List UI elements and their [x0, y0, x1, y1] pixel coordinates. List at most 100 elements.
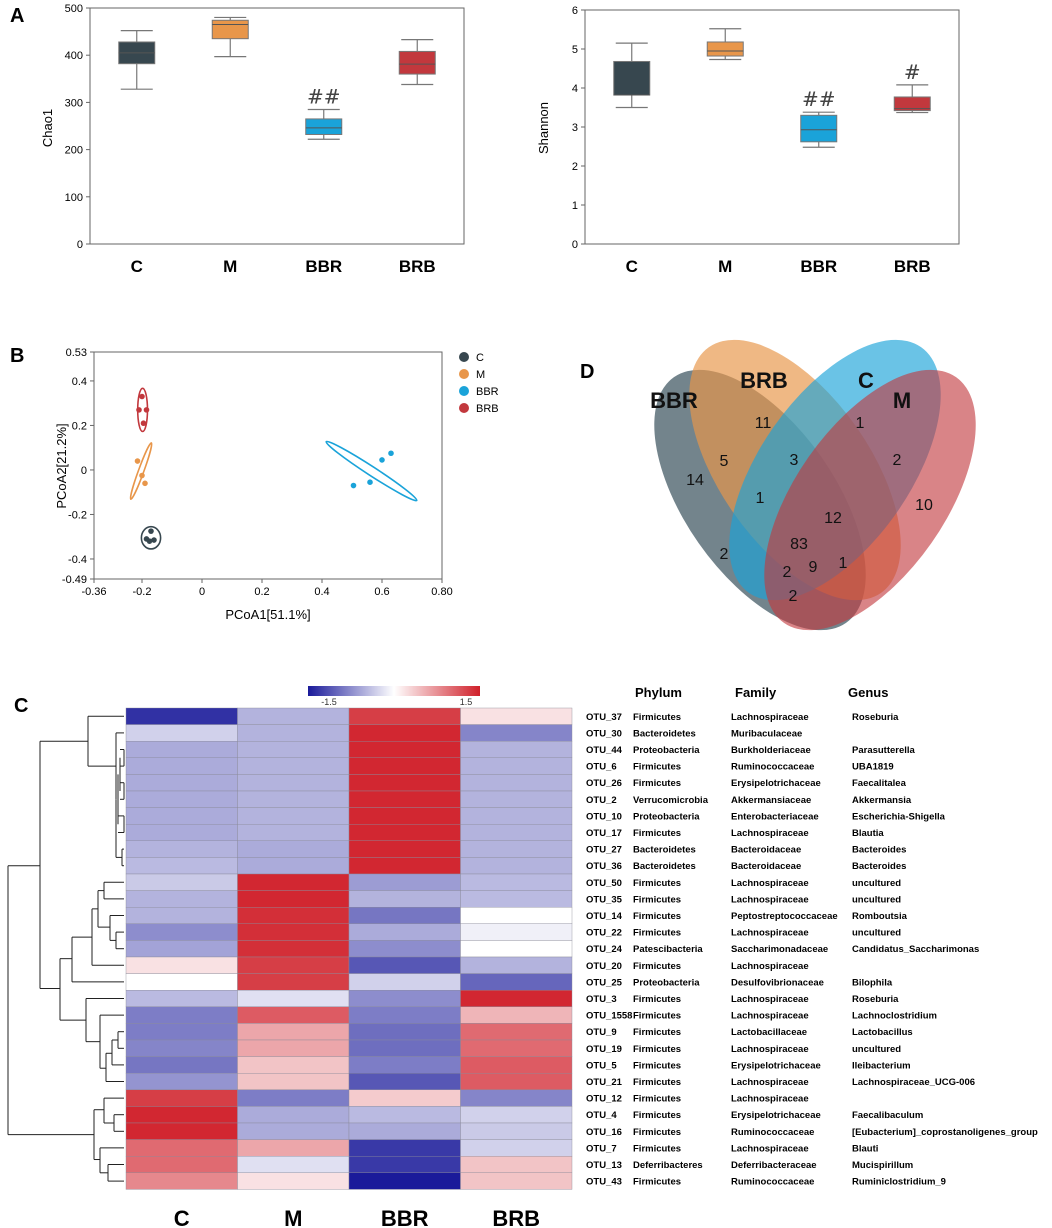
pcoa-y-tick-label: 0: [81, 465, 87, 477]
shannon-box-brb: [893, 96, 931, 112]
heatmap-otu-label: OTU_9: [586, 1027, 617, 1038]
heatmap-phylum-label: Verrucomicrobia: [633, 795, 709, 806]
heatmap-cell: [348, 1006, 461, 1024]
heatmap-genus-label: uncultured: [852, 928, 901, 939]
heatmap-cell: [460, 1072, 573, 1090]
pcoa-point-brb: [139, 393, 145, 400]
heatmap-phylum-label: Bacteroidetes: [633, 861, 696, 872]
heatmap-family-label: Deferribacteraceae: [731, 1160, 817, 1171]
pcoa-y-tick-label: 0.4: [72, 376, 87, 388]
heatmap-phylum-label: Firmicutes: [633, 1027, 681, 1038]
heatmap-phylum-label: Firmicutes: [633, 894, 681, 905]
pcoa-point-brb: [140, 420, 147, 427]
heatmap-cell: [348, 940, 461, 958]
heatmap-otu-label: OTU_5: [586, 1060, 617, 1071]
venn-region-count: 3: [790, 452, 799, 469]
venn-region-count: 12: [824, 510, 842, 527]
heatmap-cell: [237, 907, 350, 925]
heatmap-cell: [348, 1023, 461, 1041]
heatmap-cell: [237, 1039, 350, 1057]
heatmap-phylum-label: Firmicutes: [633, 1060, 681, 1071]
heatmap-cell: [348, 1072, 461, 1090]
heatmap-cell: [125, 1039, 238, 1057]
heatmap-column-label: BBR: [381, 1206, 429, 1228]
heatmap-family-label: Lachnospiraceae: [731, 878, 809, 889]
heatmap-cell: [460, 790, 573, 808]
heatmap-phylum-label: Bacteroidetes: [633, 845, 696, 856]
chao1-box-m: [211, 19, 249, 40]
pcoa-point-c: [146, 538, 153, 544]
heatmap-column-label: C: [174, 1206, 190, 1228]
venn-label-m: M: [893, 388, 911, 413]
shannon-y-axis-label: Shannon: [536, 102, 551, 154]
heatmap-cell: [237, 1122, 350, 1140]
chao1-y-axis-label: Chao1: [40, 109, 55, 147]
panel-letter-d: D: [580, 361, 594, 383]
heatmap-cell: [348, 857, 461, 875]
pcoa-y-tick-label: 0.53: [66, 347, 87, 359]
heatmap-phylum-label: Firmicutes: [633, 1177, 681, 1188]
heatmap-otu-label: OTU_12: [586, 1094, 622, 1105]
chao1-plot-frame: [89, 7, 465, 245]
heatmap-cell: [460, 1155, 573, 1173]
heatmap-cell: [125, 1172, 238, 1190]
heatmap-genus-label: Blautia: [852, 828, 884, 839]
heatmap-cell: [348, 707, 461, 725]
heatmap-family-label: Lachnospiraceae: [731, 712, 809, 723]
pcoa-point-bbr: [367, 479, 373, 485]
color-scale-min-label: -1.5: [321, 697, 337, 707]
heatmap-phylum-label: Bacteroidetes: [633, 728, 696, 739]
pcoa-y-tick-label: -0.2: [68, 509, 87, 521]
heatmap-family-label: Saccharimonadaceae: [731, 944, 828, 955]
heatmap-cell: [348, 873, 461, 891]
venn-diagram: BBR BRB C M 14 11 1 10 5 3 2 1 12 2 83 2…: [650, 339, 976, 631]
heatmap-phylum-label: Firmicutes: [633, 712, 681, 723]
heatmap-phylum-label: Firmicutes: [633, 1094, 681, 1105]
heatmap-cell: [348, 1172, 461, 1190]
heatmap-cell: [125, 923, 238, 941]
venn-region-count: 83: [790, 536, 808, 553]
heatmap-cell: [125, 1006, 238, 1024]
heatmap-cell: [348, 907, 461, 925]
legend-swatch-c: [459, 352, 469, 362]
heatmap-cell: [348, 1155, 461, 1173]
heatmap-phylum-label: Firmicutes: [633, 1143, 681, 1154]
heatmap-genus-label: [Eubacterium]_coprostanoligenes_group: [852, 1127, 1038, 1138]
pcoa-point-m: [142, 480, 148, 487]
heatmap-phylum-label: Firmicutes: [633, 994, 681, 1005]
heatmap-family-label: Peptostreptococcaceae: [731, 911, 838, 922]
heatmap-phylum-label: Proteobacteria: [633, 811, 700, 822]
heatmap-phylum-label: Firmicutes: [633, 778, 681, 789]
heatmap-otu-label: OTU_7: [586, 1143, 617, 1154]
chao1-category-label: BRB: [399, 257, 436, 276]
heatmap-cell: [125, 973, 238, 991]
heatmap-cell: [348, 790, 461, 808]
heatmap-genus-label: Roseburia: [852, 994, 899, 1005]
heatmap-family-label: Burkholderiaceae: [731, 745, 811, 756]
heatmap-phylum-label: Firmicutes: [633, 911, 681, 922]
heatmap-cell: [125, 1155, 238, 1173]
heatmap-cell: [460, 990, 573, 1008]
pcoa-point-bbr: [379, 457, 385, 463]
heatmap-cell: [237, 840, 350, 858]
heatmap-cell: [348, 1139, 461, 1157]
shannon-y-tick-label: 6: [572, 5, 578, 17]
heatmap-cell: [460, 1139, 573, 1157]
shannon-y-tick-label: 0: [572, 239, 578, 251]
heatmap-cell: [125, 1056, 238, 1074]
pcoa-point-brb: [136, 407, 142, 413]
heatmap-genus-label: Ruminiclostridium_9: [852, 1177, 946, 1188]
heatmap-cell: [237, 1155, 350, 1173]
chao1-significance-mark: ##: [307, 84, 341, 108]
heatmap-phylum-label: Patescibacteria: [633, 944, 703, 955]
chao1-category-label: BBR: [305, 257, 342, 276]
heatmap-cell: [237, 724, 350, 742]
shannon-significance-mark: ##: [802, 87, 836, 111]
shannon-box-plot: Shannon 0 1 2 3 4 5 6 C M ## BBR # BRB: [536, 5, 960, 276]
venn-region-count: 2: [893, 452, 902, 469]
heatmap-family-label: Muribaculaceae: [731, 728, 802, 739]
chao1-y-tick-label: 100: [65, 192, 83, 204]
heatmap-cell: [460, 1122, 573, 1140]
heatmap-genus-label: Bacteroides: [852, 861, 906, 872]
venn-label-brb: BRB: [740, 368, 788, 393]
